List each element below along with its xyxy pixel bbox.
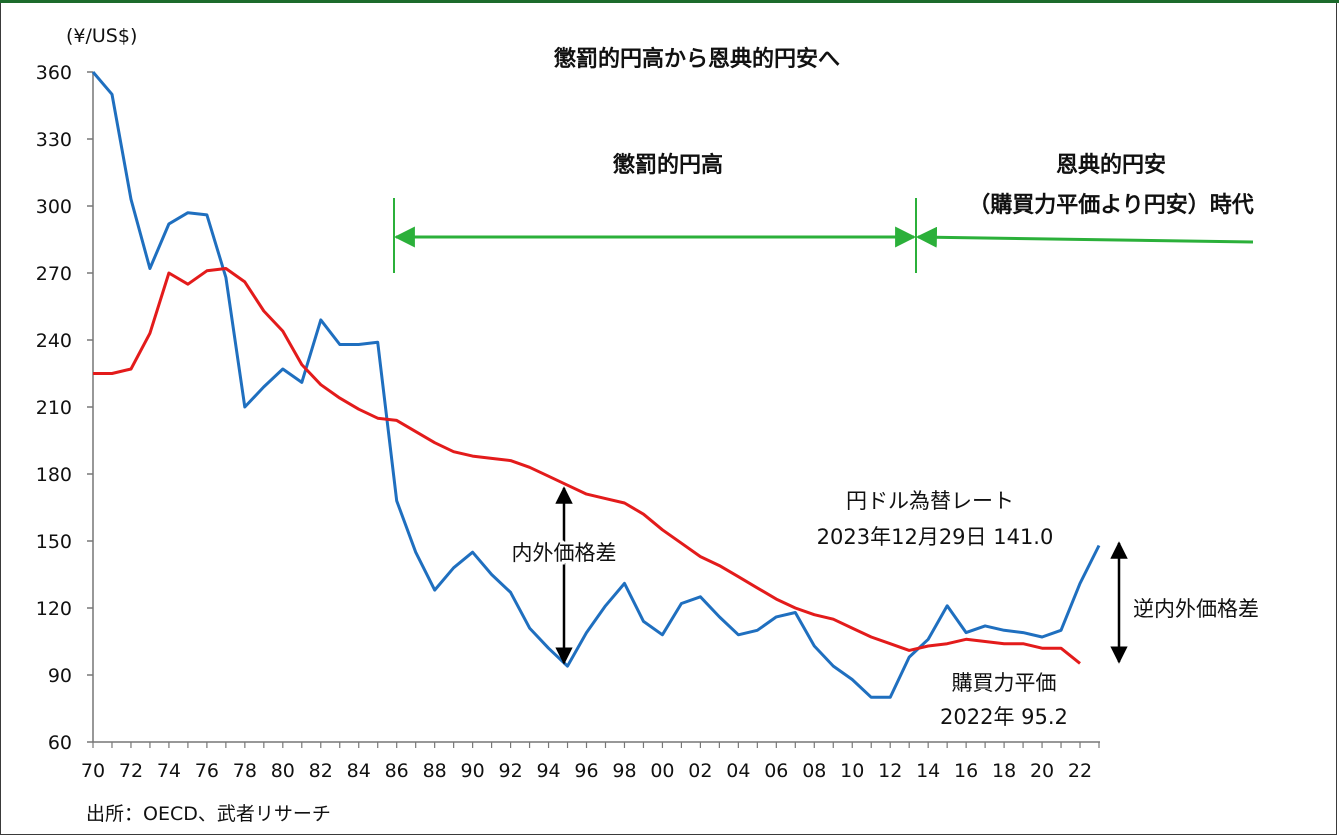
y-tick-labels: 60 90 120 150 180 210 240 270 300 330 360 [36, 62, 93, 754]
period-label-penal: 懲罰的円高 [612, 152, 723, 178]
reverse-gap-label: 逆内外価格差 [1133, 597, 1259, 621]
x-tick-label: 06 [764, 760, 788, 782]
x-tick-labels: 70 72 74 76 78 80 82 84 86 88 90 92 94 96 98 00 02 04 06 08… [81, 742, 1100, 782]
price-gap-label: 内外価格差 [512, 541, 617, 565]
x-tick-label: 82 [309, 760, 333, 782]
x-tick-label: 96 [574, 760, 598, 782]
x-tick-label: 00 [650, 760, 674, 782]
source-note: 出所：OECD、武者リサーチ [86, 803, 331, 825]
x-tick-label: 12 [878, 760, 902, 782]
x-tick-label: 94 [536, 760, 560, 782]
y-tick-label: 360 [36, 62, 72, 84]
y-tick-label: 270 [36, 263, 72, 285]
y-tick-label: 210 [36, 397, 72, 419]
x-tick-label: 86 [385, 760, 409, 782]
x-tick-label: 98 [612, 760, 636, 782]
x-tick-label: 16 [954, 760, 978, 782]
x-tick-label: 72 [119, 760, 143, 782]
x-tick-label: 88 [423, 760, 447, 782]
x-tick-label: 70 [81, 760, 105, 782]
x-tick-label: 18 [992, 760, 1016, 782]
x-tick-label: 78 [233, 760, 257, 782]
ppp-line [93, 267, 1081, 665]
y-unit-label: (¥/US$) [66, 25, 137, 47]
chart-title: 懲罰的円高から恩典的円安へ [553, 46, 840, 72]
boon-period-arrow [915, 226, 1254, 248]
x-tick-label: 80 [271, 760, 295, 782]
y-tick-label: 330 [36, 129, 72, 151]
y-tick-label: 240 [36, 330, 72, 352]
y-tick-label: 180 [36, 464, 72, 486]
x-tick-label: 14 [916, 760, 940, 782]
x-tick-label: 22 [1068, 760, 1092, 782]
x-tick-label: 84 [347, 760, 371, 782]
top-accent-bar [0, 0, 1339, 3]
ppp-label: 購買力平価 [952, 671, 1057, 695]
x-tick-label: 76 [195, 760, 219, 782]
fx-rate-line [91, 71, 1101, 699]
series-lines [91, 71, 1101, 699]
y-tick-label: 150 [36, 531, 72, 553]
fx-value-label: 2023年12月29日 141.0 [817, 525, 1054, 549]
x-tick-label: 74 [157, 760, 181, 782]
x-tick-label: 10 [840, 760, 864, 782]
period-label-boon-line2: （購買力平価より円安）時代 [968, 192, 1254, 218]
ppp-value-label: 2022年 95.2 [940, 705, 1068, 729]
x-tick-label: 04 [726, 760, 750, 782]
x-tick-label: 20 [1030, 760, 1054, 782]
y-tick-label: 120 [36, 598, 72, 620]
x-tick-label: 02 [688, 760, 712, 782]
period-label-boon-line1: 恩典的円安 [1056, 152, 1166, 178]
fx-label: 円ドル為替レート [846, 489, 1014, 513]
x-tick-label: 90 [461, 760, 485, 782]
y-tick-label: 60 [48, 732, 72, 754]
x-tick-label: 92 [498, 760, 522, 782]
y-tick-label: 90 [48, 665, 72, 687]
x-tick-label: 08 [802, 760, 826, 782]
y-tick-label: 300 [36, 196, 72, 218]
